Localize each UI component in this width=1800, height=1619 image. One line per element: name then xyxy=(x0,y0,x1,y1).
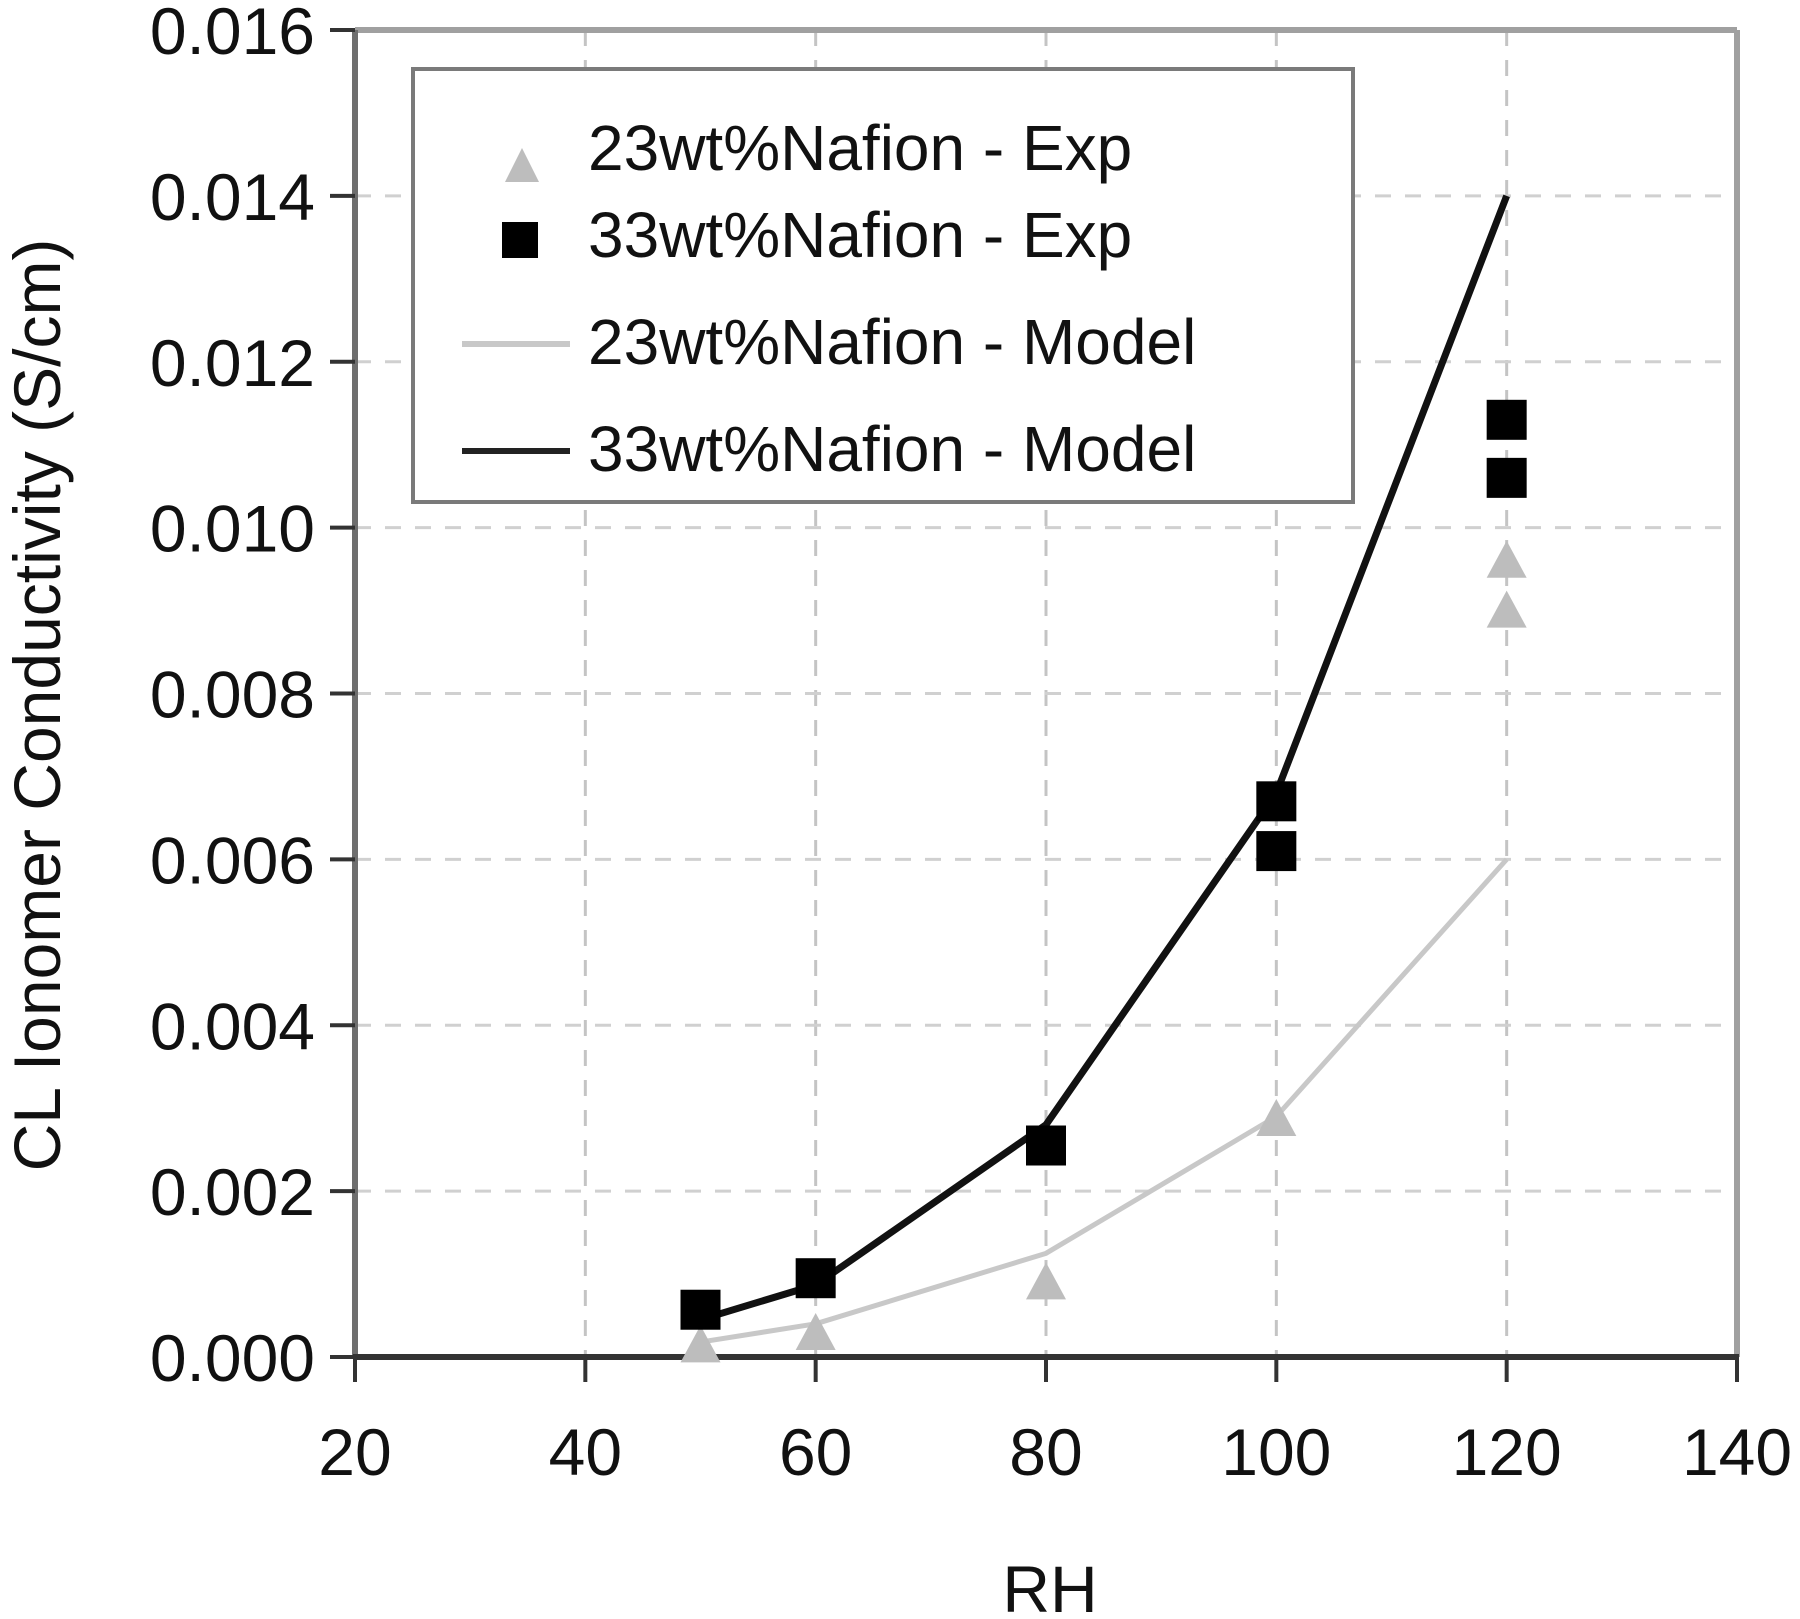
y-tick-label: 0.008 xyxy=(150,658,315,732)
axis-ticks: 20 40 60 80 100 120 140 0.000 0.002 0.004 0.006 0.0… xyxy=(150,0,1792,1489)
y-tick-label: 0.010 xyxy=(150,492,315,566)
legend-label-33-exp: 33wt%Nafion - Exp xyxy=(588,199,1132,271)
square-marker xyxy=(680,1289,721,1330)
square-marker xyxy=(1486,457,1527,498)
x-tick-label: 80 xyxy=(1009,1415,1082,1489)
y-tick-label: 0.016 xyxy=(150,0,315,68)
legend-triangle-icon xyxy=(505,148,539,182)
y-tick-label: 0.014 xyxy=(150,160,315,234)
x-axis-title: RH xyxy=(1002,1552,1097,1619)
square-marker xyxy=(795,1258,836,1299)
triangle-marker xyxy=(680,1325,721,1363)
square-marker xyxy=(1256,831,1297,872)
model-line xyxy=(699,194,1510,1324)
legend: 23wt%Nafion - Exp 33wt%Nafion - Exp 23wt… xyxy=(411,67,1355,504)
square-marker xyxy=(1026,1125,1066,1166)
triangle-marker xyxy=(1026,1262,1066,1300)
y-tick-label: 0.000 xyxy=(150,1321,315,1395)
y-axis-title: CL Ionomer Conductivity (S/cm) xyxy=(0,239,74,1172)
x-tick-label: 20 xyxy=(318,1415,391,1489)
triangle-marker xyxy=(795,1312,836,1350)
y-tick-label: 0.002 xyxy=(150,1155,315,1229)
square-marker xyxy=(1486,399,1527,440)
y-tick-label: 0.012 xyxy=(150,326,315,400)
model-line xyxy=(700,857,1509,1345)
square-marker xyxy=(1256,781,1297,822)
legend-label-23-model: 23wt%Nafion - Model xyxy=(588,306,1196,378)
legend-square-icon xyxy=(502,222,538,258)
x-tick-label: 100 xyxy=(1221,1415,1331,1489)
x-tick-label: 60 xyxy=(779,1415,852,1489)
x-tick-label: 40 xyxy=(549,1415,622,1489)
legend-box xyxy=(411,67,1355,504)
y-tick-label: 0.004 xyxy=(150,989,315,1063)
x-tick-label: 120 xyxy=(1452,1415,1562,1489)
y-tick-label: 0.006 xyxy=(150,823,315,897)
legend-label-33-model: 33wt%Nafion - Model xyxy=(588,413,1196,485)
triangle-marker xyxy=(1256,1098,1297,1136)
data-series xyxy=(680,194,1527,1363)
legend-label-23-exp: 23wt%Nafion - Exp xyxy=(588,112,1132,184)
x-tick-label: 140 xyxy=(1682,1415,1792,1489)
triangle-marker xyxy=(1486,540,1527,578)
triangle-marker xyxy=(1486,590,1527,628)
